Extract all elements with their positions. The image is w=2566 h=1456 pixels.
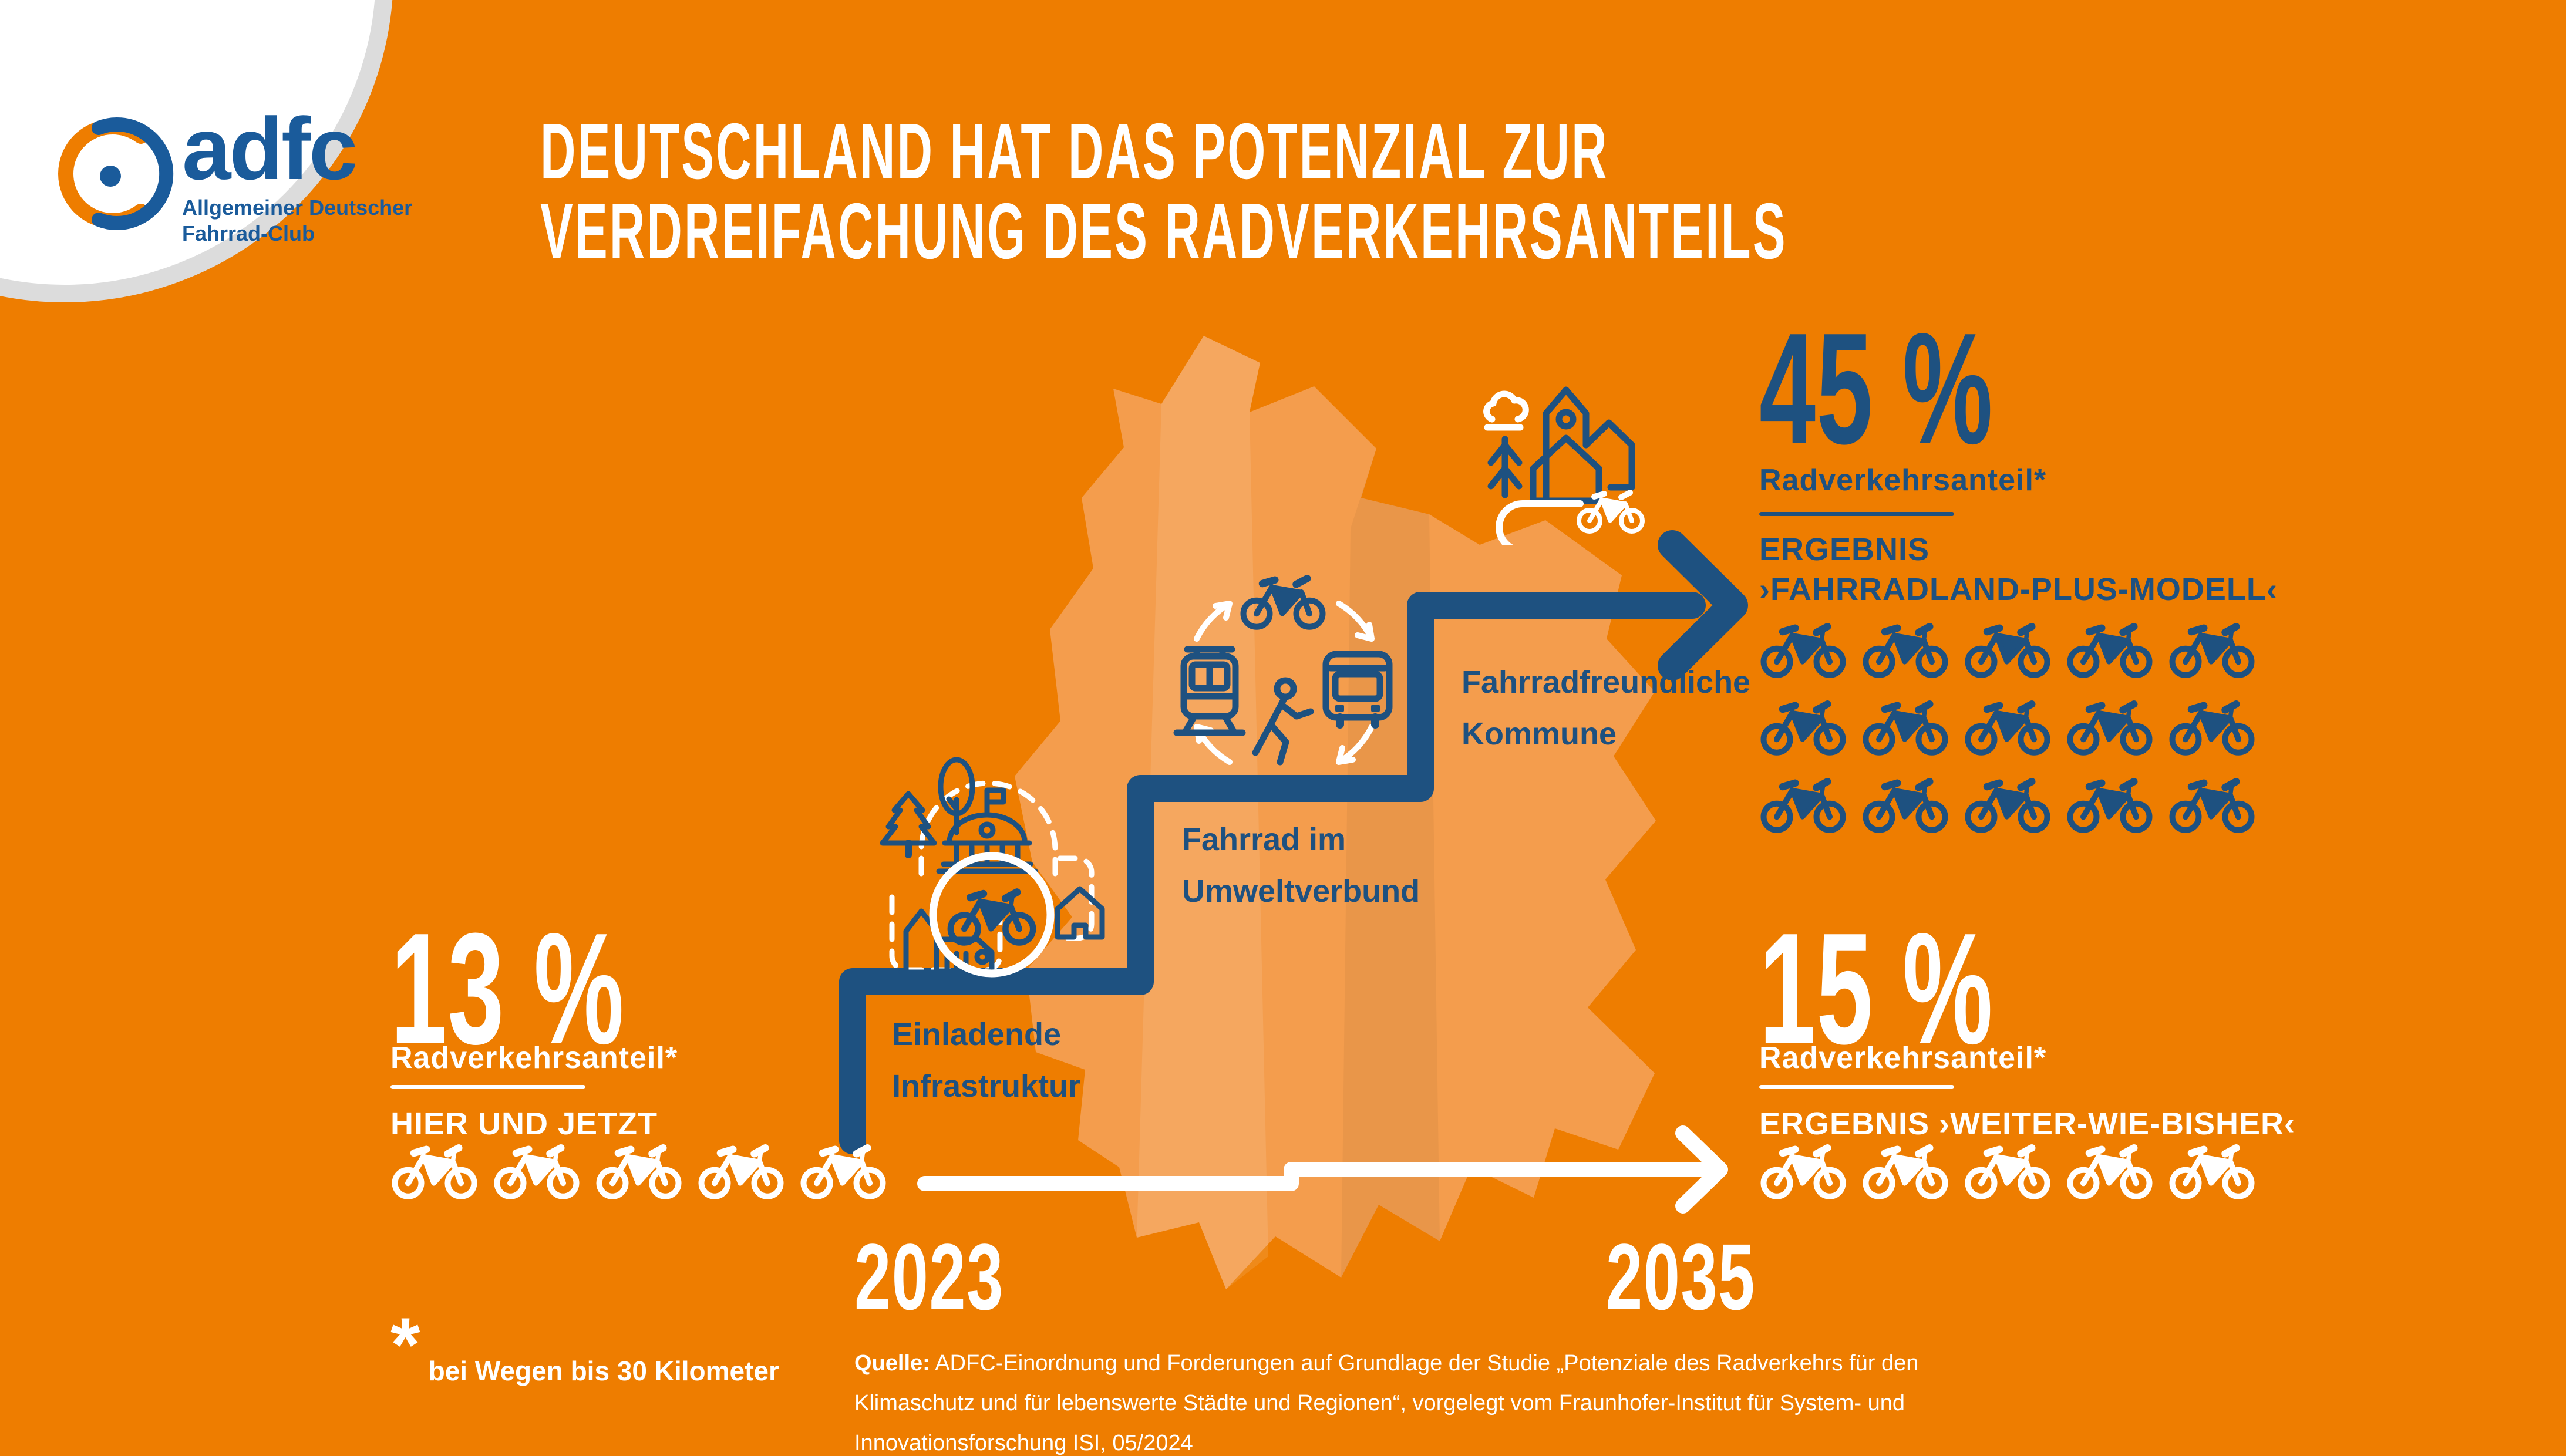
title-line-2: VERDREIFACHUNG DES RADVERKEHRSANTEILS [540, 187, 1787, 275]
inviting-infrastructure-icon [880, 757, 1105, 978]
bike-icon [596, 1144, 682, 1199]
title-line-1: DEUTSCHLAND HAT DAS POTENZIAL ZUR [540, 107, 1609, 196]
timeline-end-year: 2035 [1606, 1224, 1756, 1329]
bike-icon [800, 1144, 886, 1199]
divider-line [1759, 1085, 1954, 1089]
current-share-label: Radverkehrsanteil* [390, 1041, 678, 1075]
bike-icon [2067, 778, 2153, 833]
divider-line [390, 1085, 585, 1089]
step-label-umweltverbund: Fahrrad im Umweltverbund [1182, 822, 1420, 909]
tower-icon [1543, 386, 1590, 504]
bike-icon [698, 1144, 784, 1199]
bike-icon [1965, 623, 2050, 678]
source-text: ADFC-Einordnung und Forderungen auf Grun… [854, 1351, 1919, 1455]
bike-icon [392, 1144, 477, 1199]
bike-icon [1577, 490, 1645, 534]
bau-scenario: ERGEBNIS ›WEITER-WIE-BISHER‹ [1759, 1106, 2295, 1141]
source-note: Quelle: ADFC-Einordnung und Forderungen … [854, 1343, 1929, 1456]
bike-icon [1863, 778, 1948, 833]
plus-model-scenario: ERGEBNIS ›FAHRRADLAND-PLUS-MODELL‹ [1759, 532, 2278, 607]
divider-line [1759, 512, 1954, 516]
current-scenario: HIER UND JETZT [390, 1106, 658, 1141]
bike-icon [494, 1144, 580, 1199]
bike-icon [1760, 700, 1846, 756]
source-label: Quelle: [854, 1351, 930, 1376]
plus-model-pictogram-grid [1759, 620, 2288, 834]
bike-icon [1760, 1144, 1846, 1199]
bike-icon [947, 888, 1036, 946]
house-icon [1055, 886, 1105, 940]
page-title: DEUTSCHLAND HAT DAS POTENZIAL ZUR VERDRE… [540, 112, 2551, 271]
house-icon [1530, 434, 1602, 504]
step-label-infrastructure: Einladende Infrastruktur [892, 1017, 1081, 1104]
current-share-value: 13 % [390, 901, 625, 1077]
bike-icon [2067, 700, 2153, 756]
bike-icon [2169, 623, 2255, 678]
plus-model-share-label: Radverkehrsanteil* [1759, 463, 2047, 497]
adfc-wheel-icon [58, 117, 174, 230]
logo-wordmark: adfc [182, 99, 358, 198]
bike-icon [2169, 1144, 2255, 1199]
bau-pictogram-row [1759, 1141, 2256, 1200]
bike-icon [2067, 1144, 2153, 1199]
step-arrowhead-icon [1658, 530, 1748, 680]
cycle-arrows-icon [1194, 601, 1375, 765]
plus-model-share-value: 45 % [1759, 301, 1993, 477]
bike-icon [1965, 778, 2050, 833]
flag-icon [984, 787, 1006, 818]
pedestrian-icon [1252, 677, 1314, 766]
asterisk-icon: * [390, 1302, 420, 1387]
current-pictogram-row [390, 1141, 887, 1200]
bike-icon [1863, 700, 1948, 756]
bike-icon [2169, 700, 2255, 756]
logo-subtitle-2: Fahrrad-Club [182, 221, 315, 245]
timeline-arrow [917, 1125, 1728, 1214]
logo-lockup: adfc Allgemeiner Deutscher Fahrrad-Club [182, 99, 413, 247]
bike-icon [1863, 623, 1948, 678]
bike-icon [1965, 700, 2050, 756]
bike-icon [1863, 1144, 1948, 1199]
logo-subtitle-1: Allgemeiner Deutscher [182, 196, 413, 220]
bus-icon [1322, 651, 1393, 729]
bike-icon [1760, 623, 1846, 678]
house-icon [1582, 419, 1635, 491]
eco-mobility-cycle-icon [1173, 575, 1393, 766]
timeline-start-year: 2023 [854, 1224, 1004, 1329]
cloud-icon [1483, 390, 1529, 423]
bike-icon [1760, 778, 1846, 833]
bike-friendly-community-icon [1483, 386, 1645, 545]
bike-icon [1240, 575, 1326, 630]
footnote-text: bei Wegen bis 30 Kilometer [428, 1356, 779, 1386]
tram-icon [1173, 646, 1246, 736]
bike-icon [1965, 1144, 2050, 1199]
fir-tree-icon [1487, 436, 1523, 498]
bike-icon [2169, 778, 2255, 833]
footnote: * bei Wegen bis 30 Kilometer [390, 1302, 779, 1387]
bau-share-label: Radverkehrsanteil* [1759, 1041, 2047, 1075]
timeline-arrowhead-icon [1675, 1125, 1728, 1214]
road-icon [1496, 500, 1584, 545]
step-label-kommune: Fahrradfreundliche Kommune [1462, 665, 1751, 751]
circle-badge [929, 852, 1055, 978]
bau-share-value: 15 % [1759, 901, 1993, 1077]
bike-icon [2067, 623, 2153, 678]
